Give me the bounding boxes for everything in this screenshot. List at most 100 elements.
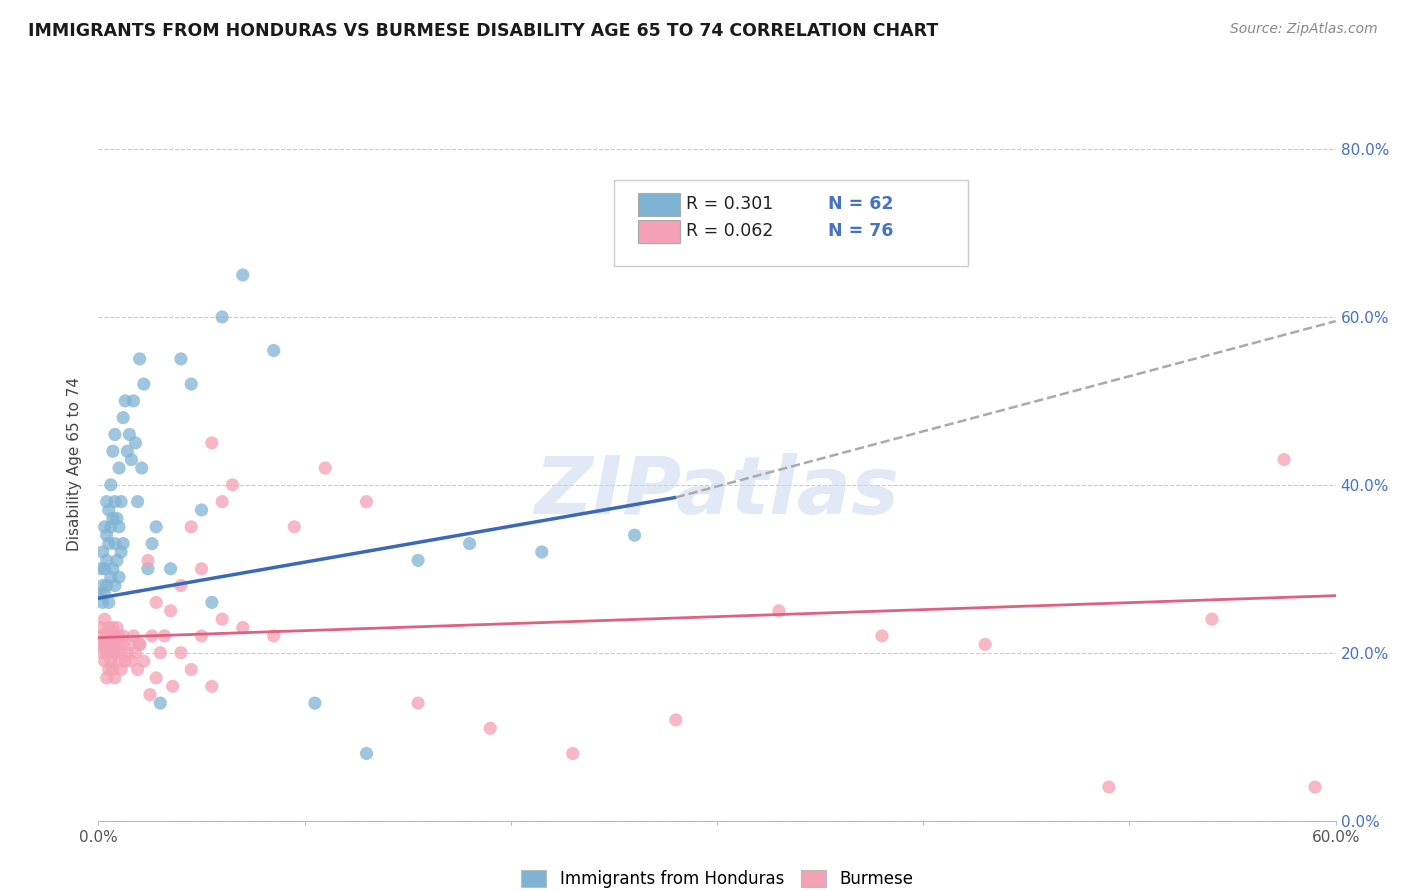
Text: IMMIGRANTS FROM HONDURAS VS BURMESE DISABILITY AGE 65 TO 74 CORRELATION CHART: IMMIGRANTS FROM HONDURAS VS BURMESE DISA…: [28, 22, 938, 40]
Point: [149, 646, 172, 660]
Point: [122, 629, 145, 643]
Point: [101, 637, 124, 651]
Point: [153, 629, 176, 643]
Point: [974, 637, 997, 651]
Point: [190, 629, 212, 643]
Point: [101, 663, 124, 677]
Point: [132, 654, 155, 668]
Point: [141, 536, 163, 550]
Point: [120, 452, 142, 467]
Point: [145, 520, 167, 534]
Point: [118, 637, 141, 651]
Point: [96, 528, 118, 542]
Point: [89, 621, 111, 635]
Point: [97, 637, 120, 651]
Point: [93, 520, 115, 534]
Point: [232, 621, 254, 635]
Point: [101, 511, 124, 525]
Text: R = 0.301: R = 0.301: [686, 195, 773, 213]
Point: [97, 503, 120, 517]
Point: [110, 663, 132, 677]
Text: N = 62: N = 62: [828, 195, 894, 213]
Point: [96, 646, 118, 660]
Point: [114, 654, 136, 668]
FancyBboxPatch shape: [638, 219, 681, 243]
Point: [104, 536, 127, 550]
Point: [180, 663, 202, 677]
Point: [108, 629, 131, 643]
Point: [124, 646, 146, 660]
Point: [108, 570, 131, 584]
Point: [170, 646, 193, 660]
Point: [93, 637, 115, 651]
Point: [112, 629, 135, 643]
Point: [768, 604, 790, 618]
Point: [1272, 452, 1295, 467]
FancyBboxPatch shape: [638, 193, 681, 216]
Point: [100, 646, 122, 660]
Point: [108, 654, 131, 668]
Point: [406, 696, 429, 710]
Point: [93, 654, 115, 668]
Point: [100, 570, 122, 584]
Point: [170, 351, 193, 366]
Point: [263, 629, 285, 643]
Point: [104, 427, 127, 442]
Point: [124, 435, 146, 450]
Point: [1201, 612, 1223, 626]
Point: [190, 562, 212, 576]
Point: [97, 595, 120, 609]
Point: [190, 503, 212, 517]
Point: [91, 578, 114, 592]
Point: [201, 679, 224, 693]
Point: [105, 511, 128, 525]
Point: [108, 520, 131, 534]
Point: [211, 310, 233, 324]
Point: [104, 629, 127, 643]
Point: [180, 520, 202, 534]
Point: [104, 578, 127, 592]
Point: [105, 637, 128, 651]
Point: [136, 553, 159, 567]
Point: [96, 629, 118, 643]
Point: [93, 562, 115, 576]
Point: [356, 747, 378, 761]
Point: [112, 637, 135, 651]
Point: [89, 587, 111, 601]
Point: [1303, 780, 1326, 794]
Point: [122, 393, 145, 408]
Point: [145, 595, 167, 609]
Point: [89, 637, 111, 651]
Point: [479, 721, 502, 735]
Point: [97, 663, 120, 677]
Point: [89, 562, 111, 576]
Point: [93, 612, 115, 626]
Point: [93, 587, 115, 601]
Point: [141, 629, 163, 643]
Point: [561, 747, 583, 761]
Point: [97, 536, 120, 550]
Point: [128, 351, 150, 366]
Point: [110, 545, 132, 559]
Point: [91, 595, 114, 609]
Point: [131, 461, 153, 475]
Text: ZIPatlas: ZIPatlas: [534, 453, 900, 532]
Point: [232, 268, 254, 282]
Point: [120, 654, 142, 668]
Point: [104, 494, 127, 508]
Point: [623, 528, 645, 542]
Point: [105, 553, 128, 567]
Point: [100, 478, 122, 492]
FancyBboxPatch shape: [614, 180, 969, 266]
Point: [304, 696, 326, 710]
Point: [112, 410, 135, 425]
Point: [283, 520, 305, 534]
Point: [110, 646, 132, 660]
Point: [100, 654, 122, 668]
Text: Source: ZipAtlas.com: Source: ZipAtlas.com: [1230, 22, 1378, 37]
Point: [105, 621, 128, 635]
Point: [201, 595, 224, 609]
Point: [91, 646, 114, 660]
Point: [149, 696, 172, 710]
Point: [118, 427, 141, 442]
